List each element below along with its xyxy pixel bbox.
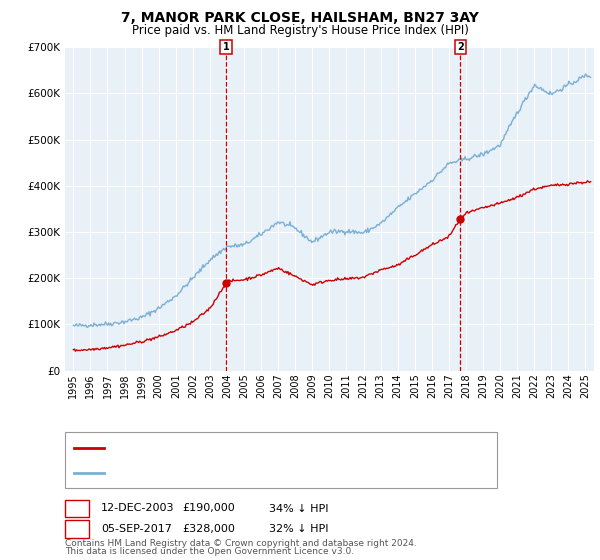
- Text: 1: 1: [73, 503, 80, 514]
- Text: £328,000: £328,000: [182, 524, 235, 534]
- Text: 34% ↓ HPI: 34% ↓ HPI: [269, 503, 328, 514]
- Text: 2: 2: [73, 524, 80, 534]
- Text: 2: 2: [457, 42, 464, 52]
- Text: 32% ↓ HPI: 32% ↓ HPI: [269, 524, 328, 534]
- Text: Price paid vs. HM Land Registry's House Price Index (HPI): Price paid vs. HM Land Registry's House …: [131, 24, 469, 36]
- Text: This data is licensed under the Open Government Licence v3.0.: This data is licensed under the Open Gov…: [65, 547, 354, 556]
- Text: 7, MANOR PARK CLOSE, HAILSHAM, BN27 3AY: 7, MANOR PARK CLOSE, HAILSHAM, BN27 3AY: [121, 11, 479, 25]
- Text: 1: 1: [223, 42, 229, 52]
- Text: 05-SEP-2017: 05-SEP-2017: [101, 524, 172, 534]
- Text: 7, MANOR PARK CLOSE, HAILSHAM, BN27 3AY (detached house): 7, MANOR PARK CLOSE, HAILSHAM, BN27 3AY …: [111, 443, 443, 453]
- Text: HPI: Average price, detached house, Wealden: HPI: Average price, detached house, Weal…: [111, 468, 349, 478]
- Text: Contains HM Land Registry data © Crown copyright and database right 2024.: Contains HM Land Registry data © Crown c…: [65, 539, 416, 548]
- Text: 12-DEC-2003: 12-DEC-2003: [101, 503, 174, 514]
- Text: £190,000: £190,000: [182, 503, 235, 514]
